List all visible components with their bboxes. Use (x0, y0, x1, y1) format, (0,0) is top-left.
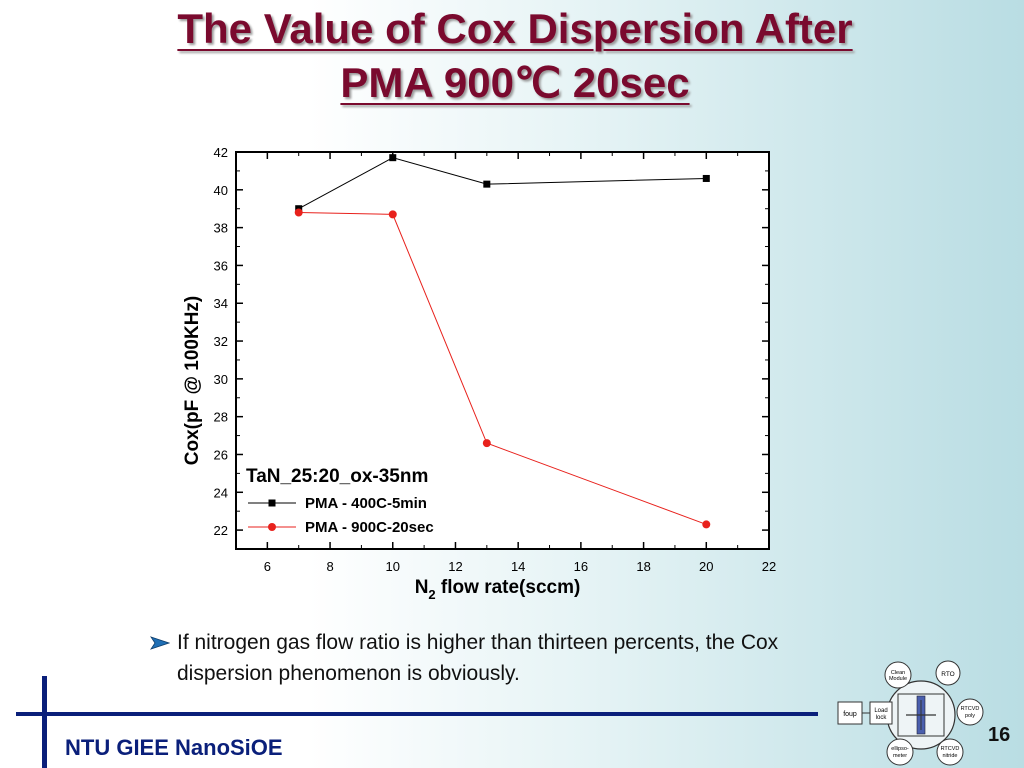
clean-module-label-2: Module (889, 676, 907, 682)
x-tick-label: 18 (636, 559, 650, 574)
rtcvd-poly-module: RTCVD poly (956, 698, 984, 726)
ellipsometer-module: ellipso- meter (886, 738, 914, 766)
load-lock-label-1: Load (874, 708, 887, 714)
series-line-1 (298, 157, 707, 210)
rtcvd-nitride-label-1: RTCVD (941, 746, 960, 752)
series-1-point (389, 154, 397, 162)
footer-horizontal-rule (16, 712, 818, 716)
series-2-point (702, 520, 711, 529)
y-tick-label: 36 (214, 258, 228, 273)
rtcvd-poly-label-1: RTCVD (961, 706, 980, 712)
page-number: 16 (988, 724, 1011, 746)
series-1-point (483, 180, 491, 188)
x-tick-label: 16 (574, 559, 588, 574)
y-tick-label: 28 (214, 410, 228, 425)
y-tick-label: 34 (214, 296, 228, 311)
x-tick-label: 14 (511, 559, 525, 574)
x-tick-label: 22 (762, 559, 776, 574)
series-2-point (482, 439, 491, 448)
load-lock-module: Load lock (869, 701, 893, 725)
y-tick-label: 22 (214, 523, 228, 538)
y-tick-label: 40 (214, 183, 228, 198)
title-line-1-text: The Value of Cox Dispersion After (177, 5, 853, 52)
series-2-point (388, 210, 397, 219)
x-tick-label: 20 (699, 559, 713, 574)
clean-module: Clean Module (884, 661, 912, 689)
legend-entry: PMA - 400C-5min (305, 495, 427, 512)
title-line-2: PMA 900℃ 20sec (100, 56, 930, 110)
arrow-bullet-icon (150, 636, 170, 650)
rto-module: RTO (935, 660, 961, 686)
rtcvd-nitride-label-2: nitride (943, 753, 958, 759)
x-axis-label: N2 flow rate(sccm) (415, 577, 581, 602)
y-tick-label: 42 (214, 145, 228, 160)
rto-label: RTO (941, 671, 955, 678)
x-tick-label: 10 (386, 559, 400, 574)
plot-frame (235, 151, 770, 550)
y-tick-label: 38 (214, 221, 228, 236)
ellipsometer-label-1: ellipso- (891, 746, 909, 752)
y-axis-label: Cox(pF @ 100KHz) (182, 296, 203, 466)
foup-module: foup (837, 701, 863, 725)
cluster-tool-diagram: foup Load lock Clean Module RTO RTCVD po… (837, 660, 984, 766)
legend-swatch-marker (268, 523, 276, 531)
bullet-text: If nitrogen gas flow ratio is higher tha… (177, 631, 779, 685)
slide-title: The Value of Cox Dispersion After PMA 90… (100, 2, 930, 110)
foup-label: foup (843, 711, 857, 718)
series-2-point (294, 208, 303, 217)
clean-module-label-1: Clean (891, 670, 905, 676)
footer-vertical-rule (42, 676, 47, 768)
legend-swatch-marker (268, 499, 276, 507)
x-tick-label: 12 (448, 559, 462, 574)
title-line-2-text: PMA 900℃ 20sec (340, 59, 690, 106)
series-1-point (702, 174, 710, 182)
series-line-2 (298, 211, 707, 525)
legend-entry: PMA - 900C-20sec (305, 519, 434, 536)
rtcvd-nitride-module: RTCVD nitride (936, 738, 964, 766)
rtcvd-poly-label-2: poly (965, 713, 975, 719)
x-tick-label: 6 (264, 559, 271, 574)
title-line-1: The Value of Cox Dispersion After (100, 2, 930, 56)
footer-label: NTU GIEE NanoSiOE (65, 735, 283, 760)
x-tick-label: 8 (326, 559, 333, 574)
y-tick-label: 24 (214, 485, 228, 500)
load-lock-label-2: lock (876, 715, 888, 721)
ellipsometer-label-2: meter (893, 753, 907, 759)
bullet-point: If nitrogen gas flow ratio is higher tha… (150, 627, 840, 689)
y-tick-label: 26 (214, 447, 228, 462)
y-tick-label: 32 (214, 334, 228, 349)
y-tick-label: 30 (214, 372, 228, 387)
legend-title: TaN_25:20_ox-35nm (246, 466, 428, 487)
